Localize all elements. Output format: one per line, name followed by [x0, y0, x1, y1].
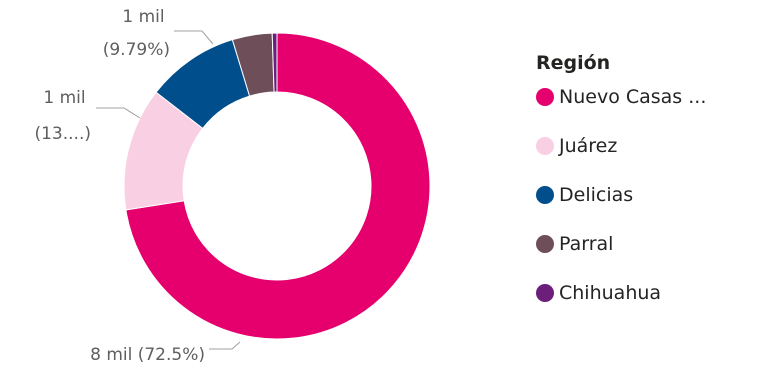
legend-item-chihuahua[interactable]: Chihuahua: [536, 282, 746, 304]
leader-line-delicias: [174, 30, 214, 45]
legend-item-ju-rez[interactable]: Juárez: [536, 135, 746, 157]
data-label-nuevo-casas: 8 mil (72.5%): [90, 345, 205, 365]
legend-title: Región: [536, 52, 611, 74]
legend-marker: [536, 88, 554, 106]
legend-marker: [536, 235, 554, 253]
donut-slice-chihuahua[interactable]: [271, 32, 278, 93]
donut-slices: [123, 32, 431, 340]
legend-marker: [536, 186, 554, 204]
legend-item-nuevo-casas[interactable]: Nuevo Casas ...: [536, 86, 746, 108]
legend-label: Juárez: [559, 135, 618, 157]
donut-chart: 8 mil (72.5%) 1 mil (13....) 1 mil (9.79…: [34, 7, 431, 365]
legend: Región Nuevo Casas ... Juárez Delicias Parr…: [536, 52, 746, 332]
leader-line-nuevo-casas: [209, 341, 241, 350]
data-label-delicias: 1 mil (9.79%): [103, 7, 170, 60]
legend-item-parral[interactable]: Parral: [536, 233, 746, 255]
donut-slice-nuevo-casas[interactable]: [125, 32, 431, 340]
data-labels: 8 mil (72.5%) 1 mil (13....) 1 mil (9.79…: [34, 7, 241, 365]
legend-marker: [536, 284, 554, 302]
legend-label: Nuevo Casas ...: [559, 86, 707, 108]
legend-item-delicias[interactable]: Delicias: [536, 184, 746, 206]
legend-marker: [536, 137, 554, 155]
leader-line-juarez: [96, 107, 141, 119]
legend-items: Nuevo Casas ... Juárez Delicias Parral Chihu…: [536, 86, 746, 304]
legend-label: Chihuahua: [559, 282, 662, 304]
legend-label: Parral: [559, 233, 614, 255]
data-label-juarez: 1 mil (13....): [34, 88, 91, 144]
legend-label: Delicias: [559, 184, 634, 206]
